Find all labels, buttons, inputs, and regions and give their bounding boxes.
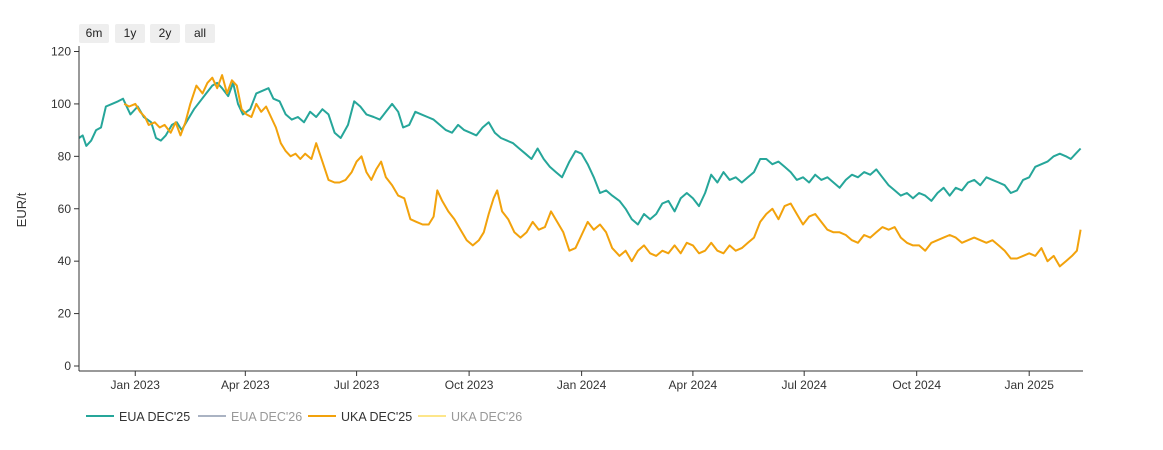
legend-label: UKA DEC'25	[341, 410, 412, 424]
legend-item-eua-dec-25[interactable]: EUA DEC'25	[86, 410, 190, 424]
x-tick-label: Jul 2024	[781, 378, 827, 392]
legend-label: UKA DEC'26	[451, 410, 522, 424]
x-tick-label: Jul 2023	[334, 378, 380, 392]
range-button-all[interactable]: all	[185, 24, 215, 43]
legend: EUA DEC'25 EUA DEC'26 UKA DEC'25 UKA DEC'26	[86, 410, 522, 424]
x-tick-label: Apr 2024	[669, 378, 718, 392]
y-tick-label: 20	[58, 307, 72, 321]
legend-item-uka-dec-26[interactable]: UKA DEC'26	[418, 410, 522, 424]
range-button-1y[interactable]: 1y	[115, 24, 145, 43]
series-line-uka-dec-25[interactable]	[123, 74, 1082, 268]
y-tick-label: 60	[58, 202, 72, 216]
x-tick-label: Jan 2023	[111, 378, 161, 392]
series-line-eua-dec-25[interactable]	[78, 81, 1082, 226]
axes: 0 20 40 60 80 100 120 Jan 2023 Apr 2023 Jul 2023 O…	[14, 45, 1083, 392]
range-button-6m[interactable]: 6m	[79, 24, 109, 43]
x-tick-label: Jan 2024	[557, 378, 607, 392]
legend-label: EUA DEC'25	[119, 410, 190, 424]
y-tick-label: 80	[58, 149, 72, 163]
y-axis-label: EUR/t	[14, 192, 29, 227]
x-tick-label: Jan 2025	[1004, 378, 1054, 392]
y-tick-label: 0	[64, 359, 71, 373]
legend-item-eua-dec-26[interactable]: EUA DEC'26	[198, 410, 302, 424]
x-tick-label: Oct 2023	[445, 378, 494, 392]
y-tick-label: 40	[58, 254, 72, 268]
x-tick-label: Apr 2023	[221, 378, 270, 392]
x-tick-label: Oct 2024	[892, 378, 941, 392]
y-tick-label: 120	[51, 45, 71, 59]
y-tick-label: 100	[51, 97, 71, 111]
plot-area[interactable]	[78, 74, 1082, 268]
legend-label: EUA DEC'26	[231, 410, 302, 424]
legend-item-uka-dec-25[interactable]: UKA DEC'25	[308, 410, 412, 424]
range-button-2y[interactable]: 2y	[150, 24, 180, 43]
